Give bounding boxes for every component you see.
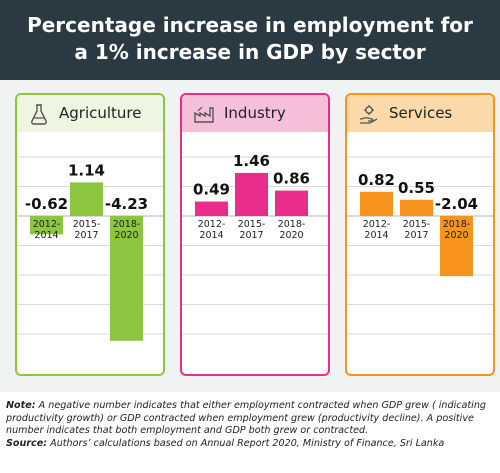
chart-title-line-1: Percentage increase in employment for [27, 13, 473, 37]
source-text: Source: Authors’ calculations based on A… [6, 438, 494, 451]
value-label: 1.46 [233, 152, 270, 170]
category-label: 2015-2017 [238, 219, 266, 241]
industry-header: Industry [182, 95, 328, 132]
flask-icon [31, 104, 47, 125]
notes-box: Note: A negative number indicates that e… [0, 392, 500, 473]
source-body: Authors’ calculations based on Annual Re… [50, 437, 445, 449]
value-label: 0.86 [273, 170, 310, 188]
category-label: 2018-2020 [443, 219, 471, 241]
agriculture-bar-chart: -0.62 2012-2014 1.14 2015-2017-4.23 2018-202… [17, 156, 163, 341]
bar [235, 172, 268, 216]
industry-bar-chart: 0.49 2012-2014 1.46 2015-2017 0.86 2018-2020 [182, 152, 328, 335]
bar [195, 201, 228, 216]
note-text: Note: A negative number indicates that e… [6, 400, 494, 438]
value-label: -0.62 [25, 195, 68, 213]
bar [400, 199, 433, 216]
value-label: -4.23 [105, 195, 148, 213]
industry-title: Industry [224, 104, 286, 122]
value-label: 0.82 [358, 171, 395, 189]
value-label: 0.49 [193, 181, 230, 199]
category-label: 2018-2020 [113, 219, 141, 241]
services-panel: Services 0.82 2012-2014 0.55 2015-2017 -2.04… [345, 93, 495, 376]
value-label: 0.55 [398, 179, 435, 197]
bar [275, 190, 308, 216]
bar [30, 216, 63, 235]
category-label: 2012-2014 [198, 219, 226, 241]
category-label: 2018-2020 [278, 219, 306, 241]
services-title: Services [389, 104, 453, 122]
category-label: 2012-2014 [33, 219, 61, 241]
value-label: 1.14 [68, 161, 105, 179]
category-label: 2012-2014 [363, 219, 391, 241]
factory-icon [194, 106, 214, 123]
agriculture-panel: Agriculture -0.62 2012-2014 1.14 2015-2017-… [15, 93, 165, 376]
note-label: Note: [6, 400, 36, 411]
hand-gear-icon [359, 105, 378, 124]
agriculture-title: Agriculture [59, 104, 142, 122]
category-label: 2015-2017 [73, 219, 101, 241]
category-label: 2015-2017 [403, 219, 431, 241]
bar [360, 191, 393, 216]
services-header: Services [347, 95, 493, 132]
industry-panel: Industry 0.49 2012-2014 1.46 2015-2017 0.86 2… [180, 93, 330, 376]
bar [440, 216, 473, 277]
title-banner: Percentage increase in employment for a … [0, 0, 500, 80]
note-body: A negative number indicates that either … [6, 400, 487, 437]
value-label: -2.04 [435, 195, 478, 213]
chart-title-line-2: a 1% increase in GDP by sector [74, 40, 426, 64]
agriculture-header: Agriculture [17, 95, 163, 132]
bar [70, 182, 103, 216]
source-label: Source: [6, 437, 48, 449]
services-bar-chart: 0.82 2012-2014 0.55 2015-2017-2.04 2018-2020 [347, 156, 493, 335]
bar [110, 216, 143, 341]
